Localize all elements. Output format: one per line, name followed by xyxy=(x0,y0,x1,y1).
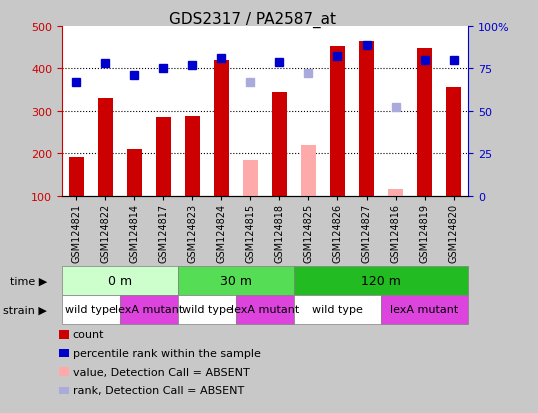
Bar xyxy=(127,150,141,196)
Bar xyxy=(294,266,468,295)
Text: 120 m: 120 m xyxy=(361,274,401,287)
Bar xyxy=(359,42,374,196)
Text: lexA mutant: lexA mutant xyxy=(391,305,459,315)
Text: GDS2317 / PA2587_at: GDS2317 / PA2587_at xyxy=(169,12,336,28)
Bar xyxy=(120,295,178,324)
Text: lexA mutant: lexA mutant xyxy=(115,305,183,315)
Bar xyxy=(272,93,287,196)
Bar xyxy=(62,295,120,324)
Bar xyxy=(178,295,236,324)
Text: strain ▶: strain ▶ xyxy=(3,305,47,315)
Bar xyxy=(156,118,171,196)
Bar xyxy=(178,266,294,295)
Text: 0 m: 0 m xyxy=(108,274,132,287)
Text: lexA mutant: lexA mutant xyxy=(231,305,299,315)
Text: rank, Detection Call = ABSENT: rank, Detection Call = ABSENT xyxy=(73,385,244,395)
Text: 30 m: 30 m xyxy=(220,274,252,287)
Bar xyxy=(417,49,432,196)
Text: value, Detection Call = ABSENT: value, Detection Call = ABSENT xyxy=(73,367,250,377)
Text: wild type: wild type xyxy=(312,305,363,315)
Text: percentile rank within the sample: percentile rank within the sample xyxy=(73,348,260,358)
Bar xyxy=(243,160,258,196)
Bar xyxy=(236,295,294,324)
Bar xyxy=(330,47,345,196)
Text: time ▶: time ▶ xyxy=(10,276,47,286)
Text: wild type: wild type xyxy=(66,305,116,315)
Bar xyxy=(388,190,403,196)
Bar xyxy=(301,145,316,196)
Bar xyxy=(381,295,468,324)
Bar xyxy=(214,61,229,196)
Bar xyxy=(62,266,178,295)
Bar xyxy=(69,158,83,196)
Text: count: count xyxy=(73,330,104,339)
Bar xyxy=(447,88,461,196)
Bar xyxy=(98,99,112,196)
Bar xyxy=(185,116,200,196)
Bar xyxy=(294,295,381,324)
Text: wild type: wild type xyxy=(181,305,232,315)
